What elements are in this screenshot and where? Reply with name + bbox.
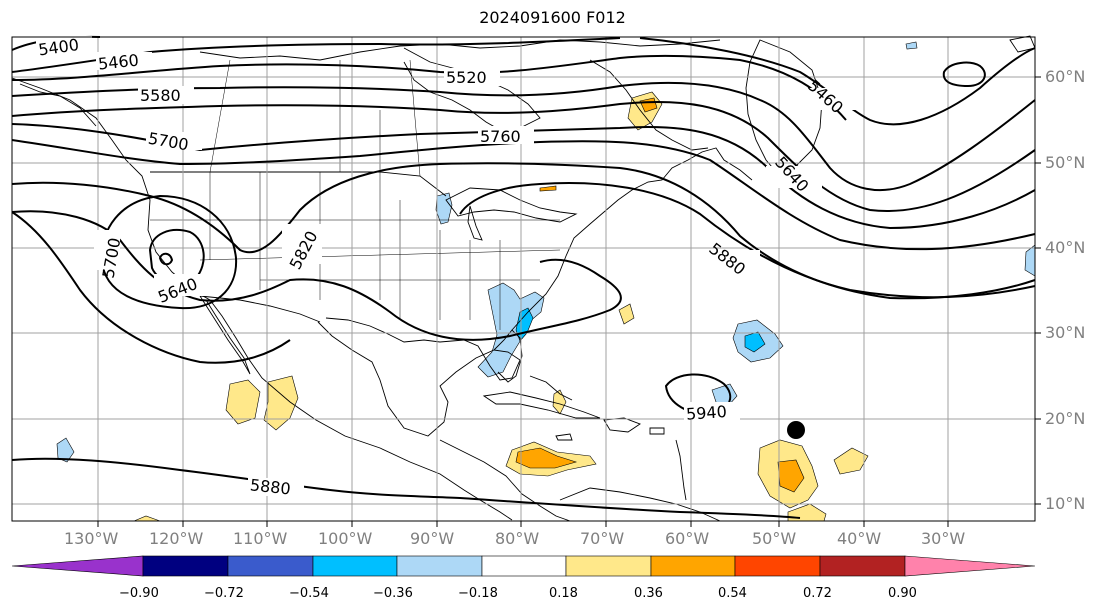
colorbar: [11, 555, 1036, 577]
colorbar-bin-4: [396, 555, 483, 577]
colorbar-bin-2: [227, 555, 314, 577]
labrador-coast: [589, 59, 709, 151]
lat-label-10n: 10°N: [1045, 494, 1086, 513]
contour-label-5520: 5520: [446, 68, 487, 87]
colorbar-over: [904, 555, 1036, 577]
contour-5880-north: [11, 210, 622, 341]
bahamas: [529, 375, 573, 401]
contour-label-5460-west: 5460: [97, 51, 139, 74]
alaska-islands: [19, 83, 97, 127]
contour-label-5580: 5580: [140, 86, 181, 105]
colorbar-tick-label: 0.54: [718, 586, 747, 601]
fill-yellow-atlantic-b: [833, 447, 869, 475]
fill-yellow-mexico-a: [225, 379, 261, 425]
fill-orange-gulf-small: [539, 185, 557, 192]
central-america: [439, 439, 571, 522]
colorbar-bin-3: [312, 555, 398, 577]
lake-michigan: [467, 205, 483, 241]
hudson-bay: [403, 47, 541, 131]
great-lakes: [445, 187, 578, 223]
colorbar-bin-7: [650, 555, 736, 577]
fill-light-blue-east: [1024, 244, 1036, 277]
contour-5880-ne: [459, 182, 1036, 299]
lat-label-40n: 40°N: [1045, 238, 1086, 257]
colorbar-tick-label: −0.36: [373, 586, 413, 601]
lon-label-130w: 130°W: [64, 529, 119, 548]
contour-label-5880-south: 5880: [249, 475, 291, 498]
puerto-rico: [649, 427, 665, 435]
jamaica: [555, 433, 573, 441]
colorbar-tick-label: −0.90: [119, 586, 159, 601]
axis-ticks: [97, 76, 1041, 527]
fill-yellow-atlantic-c: [787, 503, 827, 522]
fill-light-blue-greenland: [905, 41, 918, 50]
fill-orange-caribbean: [515, 447, 578, 469]
baja-california: [199, 295, 251, 375]
fill-yellow-bermuda: [618, 303, 635, 325]
colorbar-bin-1: [142, 555, 229, 577]
us-mexico-border: [199, 295, 321, 323]
fill-yellow-pacific: [133, 515, 161, 522]
cuba: [482, 391, 601, 419]
fill-yellow-cuba: [552, 389, 567, 415]
gulf-coast: [317, 317, 521, 437]
contour-5760: [11, 139, 1036, 251]
colorbar-tick-label: −0.54: [289, 586, 329, 601]
north-america-west-coast: [11, 77, 513, 521]
colorbar-tick-label: 0.72: [803, 586, 832, 601]
contour-5460-greenland: [639, 37, 1036, 126]
contour-low-outer: [100, 194, 238, 310]
colorbar-tick-label: 0.18: [549, 586, 578, 601]
contour-5700-west: [11, 211, 291, 364]
east-coast: [511, 147, 753, 331]
lon-label-70w: 70°W: [580, 529, 625, 548]
contour-label-5940: 5940: [685, 402, 727, 424]
fill-orange-atlantic-a: [777, 459, 805, 493]
contour-low-center: [158, 252, 174, 266]
lat-label-20n: 20°N: [1045, 409, 1086, 428]
storm-position-marker: [787, 421, 805, 439]
lon-label-30w: 30°W: [921, 529, 966, 548]
contour-labels: 5400 5460 5520 5580 5700 5760 5460 5640 …: [36, 35, 856, 498]
colorbar-tick-label: −0.72: [204, 586, 244, 601]
contour-label-5760: 5760: [480, 127, 521, 146]
lesser-antilles: [675, 439, 687, 501]
lat-label-60n: 60°N: [1045, 67, 1086, 86]
lat-label-30n: 30°N: [1045, 323, 1086, 342]
lon-label-40w: 40°W: [837, 529, 882, 548]
contour-5640-north: [11, 100, 1036, 212]
lon-label-50w: 50°W: [752, 529, 797, 548]
fill-light-blue-ohio: [435, 192, 453, 225]
contour-5580: [11, 81, 1036, 191]
colorbar-bin-6: [565, 555, 652, 577]
canada-provinces: [209, 59, 421, 177]
lon-label-80w: 80°W: [495, 529, 540, 548]
fill-light-blue-pacific: [56, 437, 75, 463]
colorbar-bin-9: [819, 555, 906, 577]
anomaly-fills: [56, 41, 1036, 522]
lon-label-100w: 100°W: [318, 529, 373, 548]
colorbar-tick-label: 0.36: [634, 586, 663, 601]
lon-label-120w: 120°W: [149, 529, 204, 548]
lat-label-50n: 50°N: [1045, 153, 1086, 172]
lon-label-90w: 90°W: [410, 529, 455, 548]
lon-label-110w: 110°W: [233, 529, 288, 548]
arctic-coast: [199, 39, 721, 61]
colorbar-bin-8: [734, 555, 821, 577]
colorbar-under: [11, 555, 144, 577]
colorbar-tick-label: −0.18: [458, 586, 498, 601]
contour-5880-south: [11, 457, 801, 519]
contour-greenland-small: [942, 61, 986, 88]
map-frame: [11, 36, 1036, 522]
colorbar-bin-5: [481, 555, 567, 577]
map-title: 2024091600 F012: [479, 8, 626, 27]
colorbar-tick-label: 0.90: [888, 586, 917, 601]
lon-label-60w: 60°W: [665, 529, 710, 548]
hispaniola: [603, 417, 641, 433]
us-canada-border: [150, 171, 447, 197]
